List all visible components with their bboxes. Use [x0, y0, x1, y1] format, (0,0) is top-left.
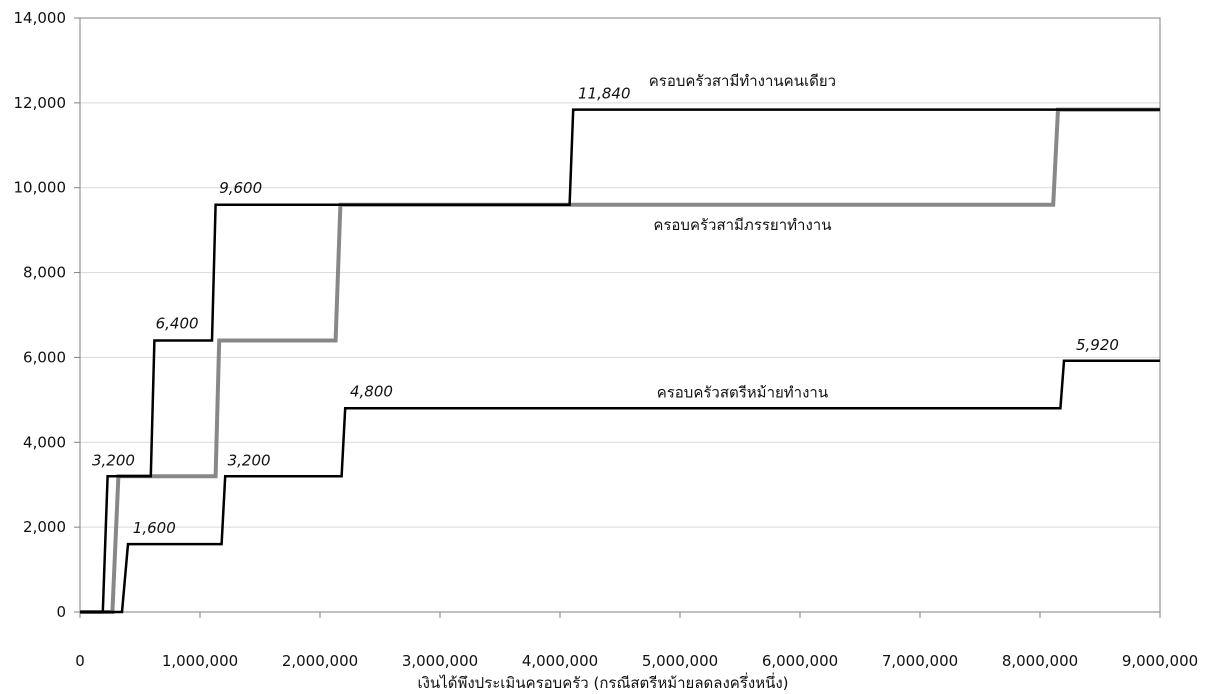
value-annotation: 9,600 — [219, 179, 262, 197]
value-annotation: 3,200 — [92, 452, 135, 470]
x-tick-label: 3,000,000 — [402, 652, 478, 670]
plot-frame — [79, 17, 1161, 613]
series-line-2 — [80, 359, 1160, 614]
x-axis-label: เงินได้พึงประเมินครอบครัว (กรณีสตรีหม้าย… — [417, 672, 788, 692]
series-label: ครอบครัวสตรีหม้ายทำงาน — [657, 384, 828, 402]
y-tick-label: 2,000 — [23, 518, 66, 536]
y-tick-label: 10,000 — [14, 179, 67, 197]
value-annotation: 5,920 — [1076, 336, 1119, 354]
y-tick-label: 4,000 — [23, 433, 66, 451]
x-tick-label: 0 — [75, 652, 85, 670]
x-tick-label: 6,000,000 — [762, 652, 838, 670]
annotations: 11,840 9,600 6,400 3,200 1,600 3,200 4,800 5,92… — [92, 85, 1119, 537]
y-tick-label: 14,000 — [14, 9, 67, 27]
series-lines — [80, 107, 1160, 614]
x-axis-ticks: 0 1,000,000 2,000,000 3,000,000 4,000,000 5,0… — [75, 612, 1198, 670]
x-tick-label: 9,000,000 — [1122, 652, 1198, 670]
value-annotation: 11,840 — [578, 85, 631, 103]
x-tick-label: 2,000,000 — [282, 652, 358, 670]
series-label: ครอบครัวสามีทำงานคนเดียว — [649, 72, 836, 90]
x-tick-label: 7,000,000 — [882, 652, 958, 670]
series-line-0 — [80, 108, 1160, 614]
x-tick-label: 1,000,000 — [162, 652, 238, 670]
value-annotation: 1,600 — [133, 519, 176, 537]
y-tick-label: 0 — [56, 603, 66, 621]
y-tick-label: 8,000 — [23, 264, 66, 282]
value-annotation: 6,400 — [156, 315, 199, 333]
x-tick-label: 8,000,000 — [1002, 652, 1078, 670]
value-annotation: 4,800 — [350, 382, 393, 400]
series-line-1 — [80, 107, 1160, 614]
grid — [80, 17, 1160, 613]
y-tick-label: 12,000 — [14, 94, 67, 112]
series-label: ครอบครัวสามีภรรยาทำงาน — [653, 216, 831, 234]
x-tick-label: 5,000,000 — [642, 652, 718, 670]
series-labels: ครอบครัวสามีทำงานคนเดียวครอบครัวสามีภรรย… — [649, 72, 836, 402]
x-tick-label: 4,000,000 — [522, 652, 598, 670]
y-tick-label: 6,000 — [23, 348, 66, 366]
value-annotation: 3,200 — [228, 452, 271, 470]
y-axis-ticks: 0 2,000 4,000 6,000 8,000 10,000 12,000 14,000 — [14, 9, 80, 621]
